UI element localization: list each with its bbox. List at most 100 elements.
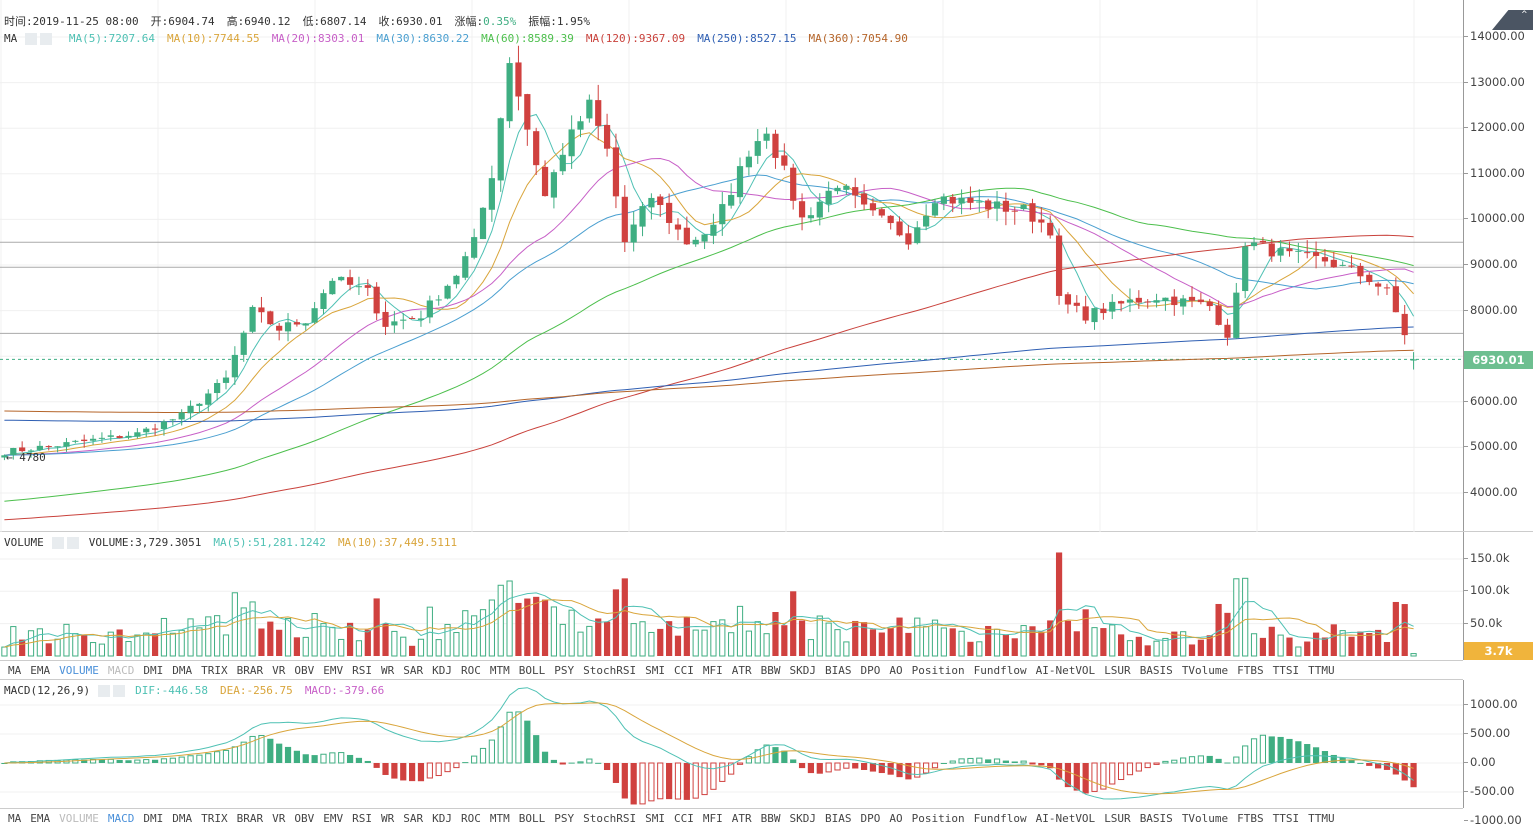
macd-histogram-bar [790,759,797,763]
indicator-tab-fundflow[interactable]: Fundflow [973,664,1027,677]
indicator-tab-rsi[interactable]: RSI [352,664,372,677]
macd-chart[interactable] [0,680,1463,808]
macd-axis[interactable]: 1000.00 500.00 0.00 -500.00 -1000.00 [1463,680,1533,827]
indicator-tab-dma[interactable]: DMA [172,812,193,825]
indicator-tab-ftbs[interactable]: FTBS [1237,812,1264,825]
indicator-tab-fundflow[interactable]: Fundflow [973,812,1027,825]
macd-histogram-bar [151,759,159,763]
indicator-tab-roc[interactable]: ROC [461,664,481,677]
indicator-tab-basis[interactable]: BASIS [1139,664,1173,677]
close-icon[interactable] [113,685,126,697]
price-pane[interactable]: 时间:2019-11-25 08:00 开:6904.74 高:6940.12 低:6… [0,0,1533,532]
indicator-tab-position[interactable]: Position [911,664,965,677]
indicator-tab-ttmu[interactable]: TTMU [1308,812,1335,825]
volume-chart[interactable] [0,532,1463,660]
indicator-tab-obv[interactable]: OBV [294,812,315,825]
indicator-tab-volume[interactable]: VOLUME [59,812,99,825]
indicator-tab-stochrsi[interactable]: StochRSI [583,812,637,825]
indicator-tab-cci[interactable]: CCI [673,812,694,825]
macd-histogram-bar [524,720,531,763]
indicator-tab-dmi[interactable]: DMI [143,664,164,677]
indicator-tab-volume[interactable]: VOLUME [59,664,99,677]
indicator-tab-dmi[interactable]: DMI [143,812,164,825]
indicator-tab-position[interactable]: Position [911,812,965,825]
indicator-tab-kdj[interactable]: KDJ [432,812,452,825]
indicator-tab-stochrsi[interactable]: StochRSI [583,664,637,677]
indicator-tab-ao[interactable]: AO [889,812,903,825]
indicator-tab-bias[interactable]: BIAS [824,664,852,677]
indicator-tab-ema[interactable]: EMA [30,664,51,677]
indicator-tab-basis[interactable]: BASIS [1139,812,1173,825]
indicator-tab-kdj[interactable]: KDJ [432,664,452,677]
indicator-tab-dpo[interactable]: DPO [860,664,881,677]
indicator-tab-emv[interactable]: EMV [323,664,344,677]
indicator-tab-lsur[interactable]: LSUR [1104,812,1131,825]
indicator-tab-boll[interactable]: BOLL [518,812,546,825]
volume-axis[interactable]: 150.0k 100.0k 50.0k [1463,532,1533,660]
indicator-tab-smi[interactable]: SMI [645,812,665,825]
indicator-tab-ema[interactable]: EMA [30,812,51,825]
indicator-tab-wr[interactable]: WR [381,664,395,677]
indicator-tab-bbw[interactable]: BBW [760,664,781,677]
indicator-tab-roc[interactable]: ROC [461,812,481,825]
indicator-tab-vr[interactable]: VR [272,664,286,677]
indicator-tab-ttmu[interactable]: TTMU [1308,664,1335,677]
indicator-tab-smi[interactable]: SMI [645,664,665,677]
indicator-tab-brar[interactable]: BRAR [236,812,264,825]
settings-icon[interactable] [25,33,38,45]
indicator-tab-ai-netvol[interactable]: AI-NetVOL [1035,664,1096,677]
indicator-tab-wr[interactable]: WR [381,812,395,825]
indicator-tab-ttsi[interactable]: TTSI [1272,664,1300,677]
indicator-tab-psy[interactable]: PSY [554,812,575,825]
candlestick-chart[interactable] [0,0,1463,532]
indicator-tab-obv[interactable]: OBV [294,664,315,677]
indicator-tab-mtm[interactable]: MTM [489,812,510,825]
indicator-tab-atr[interactable]: ATR [731,664,752,677]
indicator-tab-psy[interactable]: PSY [554,664,575,677]
indicator-tab-lsur[interactable]: LSUR [1104,664,1131,677]
indicator-tab-ai-netvol[interactable]: AI-NetVOL [1035,812,1096,825]
indicator-tab-brar[interactable]: BRAR [236,664,264,677]
indicator-tab-trix[interactable]: TRIX [201,664,228,677]
macd-histogram-bar [958,758,965,764]
indicator-tab-rsi[interactable]: RSI [352,812,372,825]
price-axis[interactable]: 14000.00 13000.00 12000.00 11000.00 10000.00… [1463,0,1533,531]
indicator-tab-skdj[interactable]: SKDJ [789,812,816,825]
indicator-tab-ma[interactable]: MA [8,812,22,825]
indicator-tab-tvolume[interactable]: TVolume [1181,664,1229,677]
indicator-tab-atr[interactable]: ATR [731,812,752,825]
indicator-tab-emv[interactable]: EMV [323,812,344,825]
indicator-tab-macd[interactable]: MACD [107,812,135,825]
macd-histogram-bar [373,763,380,768]
indicator-tab-bbw[interactable]: BBW [760,812,781,825]
close-icon[interactable] [40,33,53,45]
volume-bar [559,623,566,657]
close-icon[interactable] [66,537,79,549]
indicator-tab-sar[interactable]: SAR [403,664,424,677]
indicator-tab-mfi[interactable]: MFI [702,812,723,825]
indicator-tab-ttsi[interactable]: TTSI [1272,812,1300,825]
indicator-tab-bias[interactable]: BIAS [824,812,852,825]
indicator-tab-skdj[interactable]: SKDJ [789,664,816,677]
indicator-tab-dma[interactable]: DMA [172,664,193,677]
indicator-tab-sar[interactable]: SAR [403,812,424,825]
macd-tick-label: 0.00 [1464,755,1496,769]
indicator-tab-vr[interactable]: VR [272,812,286,825]
indicator-tab-ftbs[interactable]: FTBS [1237,664,1264,677]
indicator-tab-dpo[interactable]: DPO [860,812,881,825]
indicator-tab-trix[interactable]: TRIX [201,812,228,825]
macd-pane[interactable]: MACD(12,26,9) DIF:-446.58 DEA:-256.75 MACD:… [0,680,1533,827]
indicator-tab-macd[interactable]: MACD [107,664,135,677]
indicator-tab-boll[interactable]: BOLL [518,664,546,677]
indicator-tab-mfi[interactable]: MFI [702,664,723,677]
settings-icon[interactable] [98,685,111,697]
indicator-tab-cci[interactable]: CCI [673,664,694,677]
volume-pane[interactable]: VOLUME VOLUME:3,729.3051 MA(5):51,281.1242… [0,532,1533,660]
indicator-tab-ma[interactable]: MA [8,664,22,677]
indicator-tab-ao[interactable]: AO [889,664,903,677]
indicator-tab-tvolume[interactable]: TVolume [1181,812,1229,825]
candle [860,193,868,205]
indicator-tab-mtm[interactable]: MTM [489,664,510,677]
volume-bar [249,601,256,657]
settings-icon[interactable] [51,537,64,549]
